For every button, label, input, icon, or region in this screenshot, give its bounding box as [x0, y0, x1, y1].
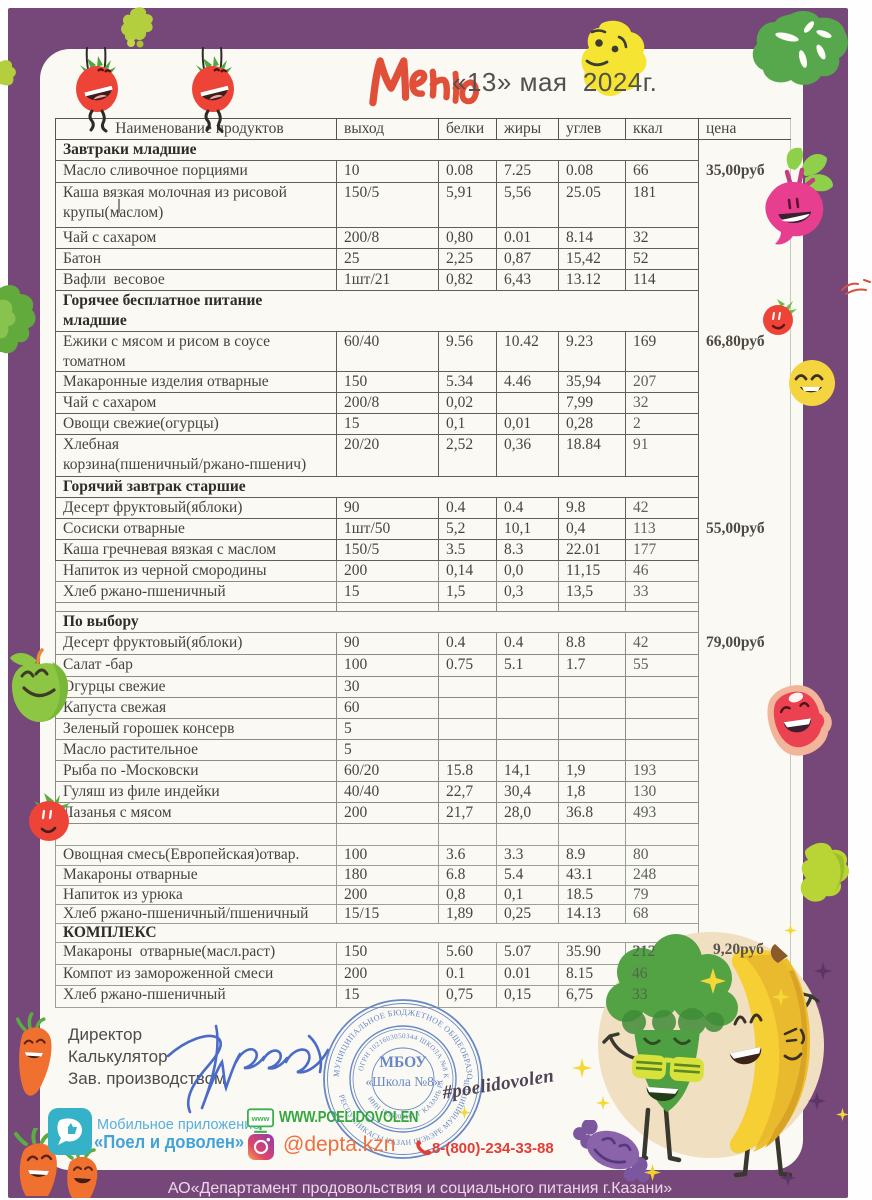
svg-text:www: www	[251, 1114, 270, 1123]
svg-text:«Школа №8»: «Школа №8»	[365, 1074, 440, 1089]
svg-text:МБОУ: МБОУ	[379, 1054, 427, 1071]
